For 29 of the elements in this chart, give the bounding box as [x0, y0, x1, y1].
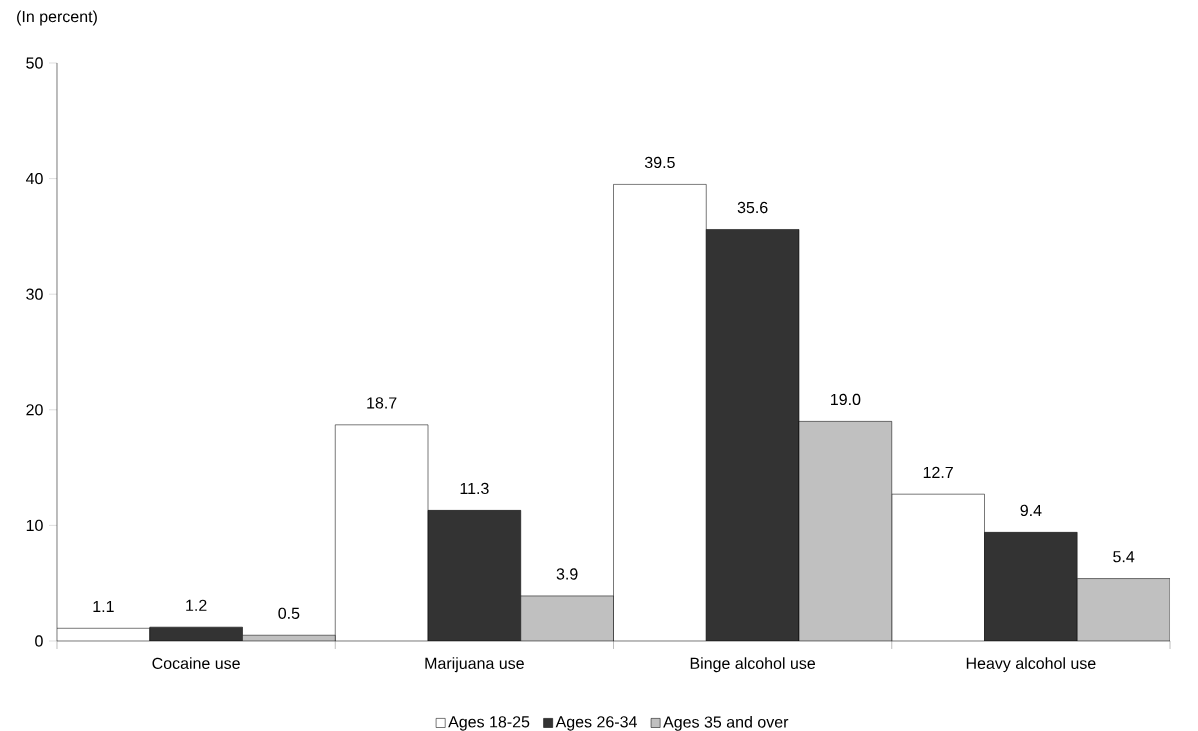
data-label: 35.6 [737, 201, 768, 214]
x-tick-label: Marijuana use [425, 657, 524, 673]
bar [428, 510, 521, 641]
data-label: 3.9 [556, 568, 578, 580]
y-tick-label: 30 [26, 288, 43, 300]
data-label: 19.0 [831, 393, 861, 406]
y-tick-label: 10 [26, 519, 43, 532]
y-tick-label: 40 [25, 172, 43, 185]
y-tick-label: 50 [26, 57, 43, 69]
data-label: 18.7 [367, 397, 397, 409]
bar [706, 229, 800, 641]
data-label: 11.3 [460, 482, 489, 495]
y-tick-label: 20 [26, 404, 43, 416]
y-axis-title: (In percent) [17, 10, 97, 26]
bar [984, 532, 1078, 641]
legend-label: Ages 26-34 [555, 716, 637, 731]
data-label: 0.5 [278, 607, 300, 619]
x-tick-label: Cocaine use [152, 657, 240, 669]
x-tick-label: Heavy alcohol use [966, 657, 1096, 673]
data-label: 12.7 [923, 466, 953, 478]
y-tick-label: 0 [35, 635, 43, 647]
x-tick-label: Binge alcohol use [690, 657, 816, 673]
data-label: 9.4 [1020, 504, 1042, 517]
legend-label: Ages 18-25 [448, 716, 530, 731]
data-label: 5.4 [1113, 551, 1135, 563]
data-label: 1.1 [93, 601, 114, 613]
legend-label: Ages 35 and over [663, 715, 789, 731]
data-label: 1.2 [186, 599, 207, 611]
data-label: 39.5 [644, 156, 675, 169]
